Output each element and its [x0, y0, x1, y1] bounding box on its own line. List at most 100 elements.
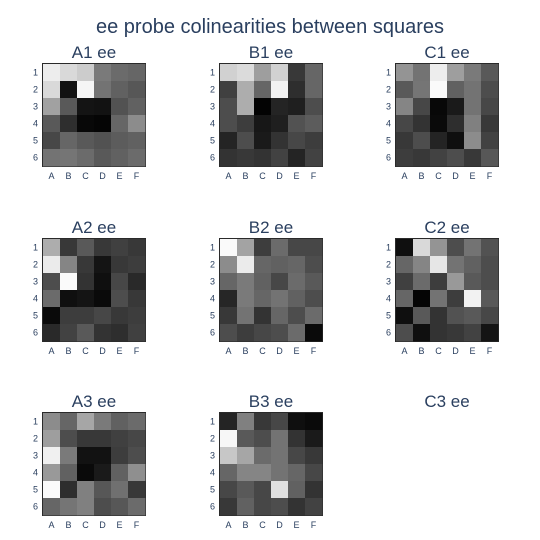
x-tick-label: B: [242, 520, 248, 530]
heatmap-cell: [481, 324, 499, 342]
heatmap-cell: [413, 115, 431, 133]
heatmap-cell: [237, 115, 255, 133]
heatmap-cell: [481, 115, 499, 133]
heatmap-cell: [111, 81, 129, 99]
heatmap-cell: [271, 256, 289, 274]
heatmap-cell: [413, 307, 431, 325]
heatmap-cell: [94, 307, 112, 325]
heatmap-cell: [220, 464, 238, 482]
heatmap-cell: [128, 239, 146, 257]
heatmap-cell: [220, 115, 238, 133]
y-tick-label: 3: [210, 451, 215, 461]
heatmap-cell: [305, 290, 323, 308]
x-tick-label: C: [259, 171, 266, 181]
x-tick-label: D: [276, 346, 283, 356]
heatmap-cell: [413, 64, 431, 82]
panel-title: A3 ee: [72, 392, 116, 411]
heatmap-cell: [396, 81, 414, 99]
heatmap-cell: [60, 430, 78, 448]
heatmap-cell: [464, 324, 482, 342]
heatmap-cell: [111, 115, 129, 133]
heatmap-cell: [60, 64, 78, 82]
heatmap-cell: [413, 290, 431, 308]
heatmap-cell: [43, 307, 61, 325]
heatmap-cell: [43, 273, 61, 291]
heatmap-cell: [413, 81, 431, 99]
heatmap-cell: [396, 290, 414, 308]
y-tick-label: 5: [33, 311, 38, 321]
heatmap-cell: [430, 132, 448, 150]
heatmap-cell: [254, 81, 272, 99]
heatmap-cell: [77, 464, 95, 482]
heatmap-cell: [43, 98, 61, 116]
heatmap-cell: [430, 98, 448, 116]
heatmap-cell: [237, 239, 255, 257]
heatmap-cell: [128, 81, 146, 99]
y-tick-label: 5: [210, 136, 215, 146]
heatmap-cell: [237, 132, 255, 150]
heatmap-cell: [430, 149, 448, 167]
x-tick-label: D: [452, 346, 459, 356]
heatmap-cell: [288, 498, 306, 516]
heatmap-cell: [60, 498, 78, 516]
y-tick-label: 3: [33, 451, 38, 461]
heatmap-panel: B3 ee A B C D E F 1 2 3 4 5 6: [210, 392, 323, 530]
heatmap-cell: [220, 430, 238, 448]
heatmap-cell: [305, 324, 323, 342]
heatmap-cell: [94, 256, 112, 274]
x-tick-label: C: [82, 520, 89, 530]
heatmap-cell: [128, 115, 146, 133]
heatmap-cell: [430, 307, 448, 325]
heatmap-cell: [271, 413, 289, 431]
x-tick-label: B: [65, 520, 71, 530]
heatmap-cell: [111, 98, 129, 116]
heatmap-panel: C3 ee: [424, 392, 469, 411]
heatmap-cell: [220, 290, 238, 308]
x-tick-label: F: [311, 171, 317, 181]
heatmap-cell: [77, 149, 95, 167]
heatmap-cell: [111, 64, 129, 82]
x-tick-label: D: [99, 346, 106, 356]
x-tick-label: D: [276, 171, 283, 181]
y-tick-label: 1: [386, 68, 391, 78]
y-tick-label: 6: [210, 328, 215, 338]
heatmap-cell: [43, 324, 61, 342]
heatmap-cell: [77, 447, 95, 465]
heatmap-cell: [305, 273, 323, 291]
heatmap-cell: [305, 498, 323, 516]
heatmap-cell: [464, 81, 482, 99]
heatmap-cell: [60, 481, 78, 499]
heatmap-cell: [128, 64, 146, 82]
y-tick-label: 4: [33, 119, 38, 129]
heatmap-cell: [288, 149, 306, 167]
heatmap-cell: [481, 132, 499, 150]
x-tick-label: B: [242, 171, 248, 181]
heatmap-cell: [220, 307, 238, 325]
heatmap-cell: [237, 413, 255, 431]
heatmap-cell: [254, 149, 272, 167]
x-tick-label: D: [452, 171, 459, 181]
heatmap-cell: [111, 430, 129, 448]
heatmap-cell: [288, 98, 306, 116]
heatmap-cell: [77, 307, 95, 325]
heatmap-cell: [288, 81, 306, 99]
heatmap-cell: [60, 413, 78, 431]
heatmap-cell: [128, 430, 146, 448]
heatmap-cell: [305, 413, 323, 431]
heatmap-cell: [77, 64, 95, 82]
heatmap-cell: [271, 290, 289, 308]
heatmap-cell: [413, 239, 431, 257]
heatmap-cell: [254, 256, 272, 274]
heatmap-cell: [220, 447, 238, 465]
panel-title: A1 ee: [72, 43, 116, 62]
y-tick-label: 4: [210, 119, 215, 129]
heatmap-cell: [305, 430, 323, 448]
heatmap-cell: [220, 132, 238, 150]
heatmap-cell: [128, 498, 146, 516]
heatmap-cell: [94, 64, 112, 82]
panel-title: A2 ee: [72, 218, 116, 237]
heatmap-cell: [60, 132, 78, 150]
heatmap-cell: [464, 132, 482, 150]
y-tick-label: 4: [386, 119, 391, 129]
